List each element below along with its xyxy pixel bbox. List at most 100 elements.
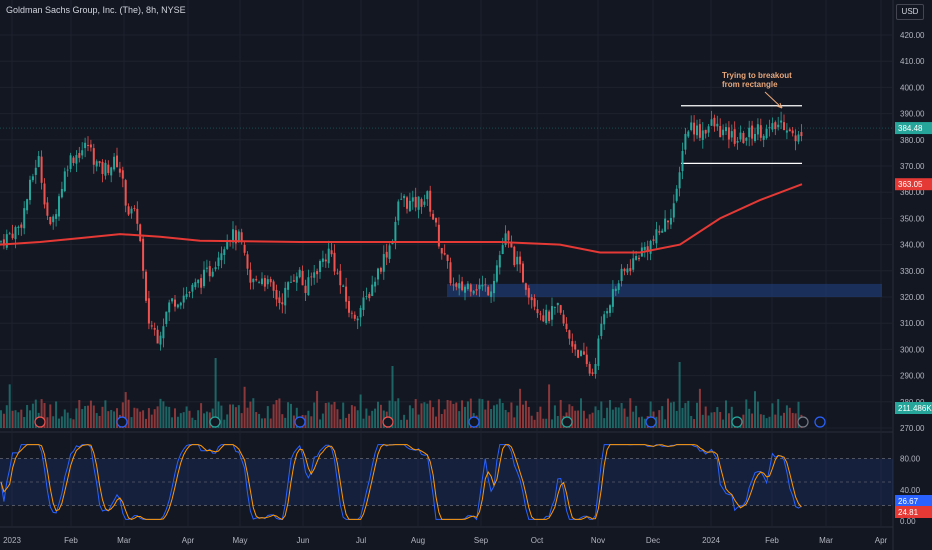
candle-body: [336, 272, 339, 274]
candle-body: [75, 155, 78, 164]
volume-bar: [316, 390, 319, 428]
candle-body: [542, 315, 545, 322]
candle-body: [472, 291, 475, 294]
chart-title: Goldman Sachs Group, Inc. (The), 8h, NYS…: [6, 5, 186, 15]
candle-body: [780, 120, 783, 123]
volume-bar: [339, 419, 342, 428]
volume-bar: [559, 399, 562, 428]
volume-bar: [675, 410, 678, 428]
candle-body: [748, 127, 751, 138]
volume-bar: [275, 400, 278, 428]
volume-bar: [26, 405, 29, 428]
volume-bar: [661, 406, 664, 428]
volume-bar: [290, 403, 292, 428]
volume-bar: [379, 404, 382, 428]
candle-body: [754, 133, 756, 141]
candle-body: [319, 261, 321, 272]
candle-body: [174, 299, 176, 307]
candle-body: [342, 285, 345, 287]
volume-bar: [307, 410, 310, 428]
y-tick-label: 310.00: [900, 319, 925, 328]
volume-bar: [113, 411, 116, 428]
candle-body: [98, 161, 101, 164]
candle-body: [623, 268, 626, 272]
volume-bar: [629, 398, 632, 428]
candle-body: [153, 328, 156, 330]
volume-bar: [443, 409, 446, 428]
volume-bar: [788, 407, 791, 428]
ma-value-tag-text: 363.05: [898, 180, 923, 189]
volume-bar: [493, 405, 495, 428]
volume-bar: [414, 399, 417, 428]
stoch-d-tag: 24.81: [895, 506, 932, 518]
volume-bar: [643, 418, 646, 428]
volume-bar: [437, 399, 440, 428]
stoch-d-tag-text: 24.81: [898, 508, 919, 517]
candle-body: [736, 141, 739, 143]
volume-bar: [261, 418, 263, 428]
candle-body: [716, 123, 719, 127]
volume-bar: [429, 400, 432, 428]
candle-body: [481, 284, 484, 287]
candle-body: [63, 171, 66, 192]
volume-bar: [617, 407, 620, 428]
candle-body: [420, 199, 423, 207]
volume-bar: [614, 407, 617, 428]
candle-body: [536, 309, 539, 314]
volume-bar: [142, 410, 145, 428]
candle-body: [263, 278, 266, 287]
candle-body: [353, 314, 356, 319]
x-tick-label: Oct: [531, 536, 544, 545]
candle-body: [258, 281, 261, 283]
candle-body: [385, 251, 388, 258]
volume-bar: [327, 402, 330, 428]
volume-bar: [530, 415, 533, 428]
candle-body: [150, 325, 153, 327]
candle-body: [217, 257, 220, 267]
candle-body: [626, 268, 629, 273]
volume-bar: [701, 414, 704, 428]
volume-bar: [362, 418, 365, 428]
volume-bar: [98, 415, 101, 428]
candle-body: [524, 283, 527, 290]
candle-body: [377, 268, 379, 280]
candle-body: [484, 284, 487, 286]
candle-body: [739, 132, 742, 140]
volume-bar: [719, 411, 722, 428]
candle-body: [507, 231, 510, 241]
candle-body: [272, 281, 275, 291]
candle-body: [464, 286, 466, 293]
candle-body: [232, 229, 234, 243]
candle-body: [664, 218, 667, 232]
x-tick-label: Aug: [411, 536, 425, 545]
volume-bar: [687, 400, 690, 428]
candle-body: [516, 256, 519, 265]
volume-bar: [8, 384, 11, 428]
candle-body: [394, 221, 397, 241]
volume-bar: [23, 417, 26, 428]
candle-body: [185, 294, 188, 297]
candle-body: [397, 201, 400, 221]
volume-bar: [785, 405, 788, 428]
volume-bar: [495, 404, 498, 428]
volume-bar: [246, 407, 249, 428]
volume-bar: [58, 418, 60, 428]
volume-bar: [371, 410, 374, 428]
candle-body: [681, 151, 684, 172]
volume-tag-text: 211.486K: [898, 404, 932, 413]
candle-body: [545, 309, 548, 324]
candle-body: [426, 191, 429, 200]
volume-bar: [513, 417, 516, 428]
candle-body: [765, 128, 768, 139]
y-tick-label: 400.00: [900, 83, 925, 92]
candle-body: [234, 230, 237, 244]
candle-body: [130, 208, 133, 214]
volume-bar: [69, 418, 72, 428]
candle-body: [788, 129, 791, 132]
currency-selector[interactable]: USD: [896, 4, 924, 20]
x-tick-label: Mar: [819, 536, 833, 545]
event-marker: [294, 416, 306, 428]
volume-bar: [234, 407, 237, 428]
volume-bar: [397, 398, 400, 428]
